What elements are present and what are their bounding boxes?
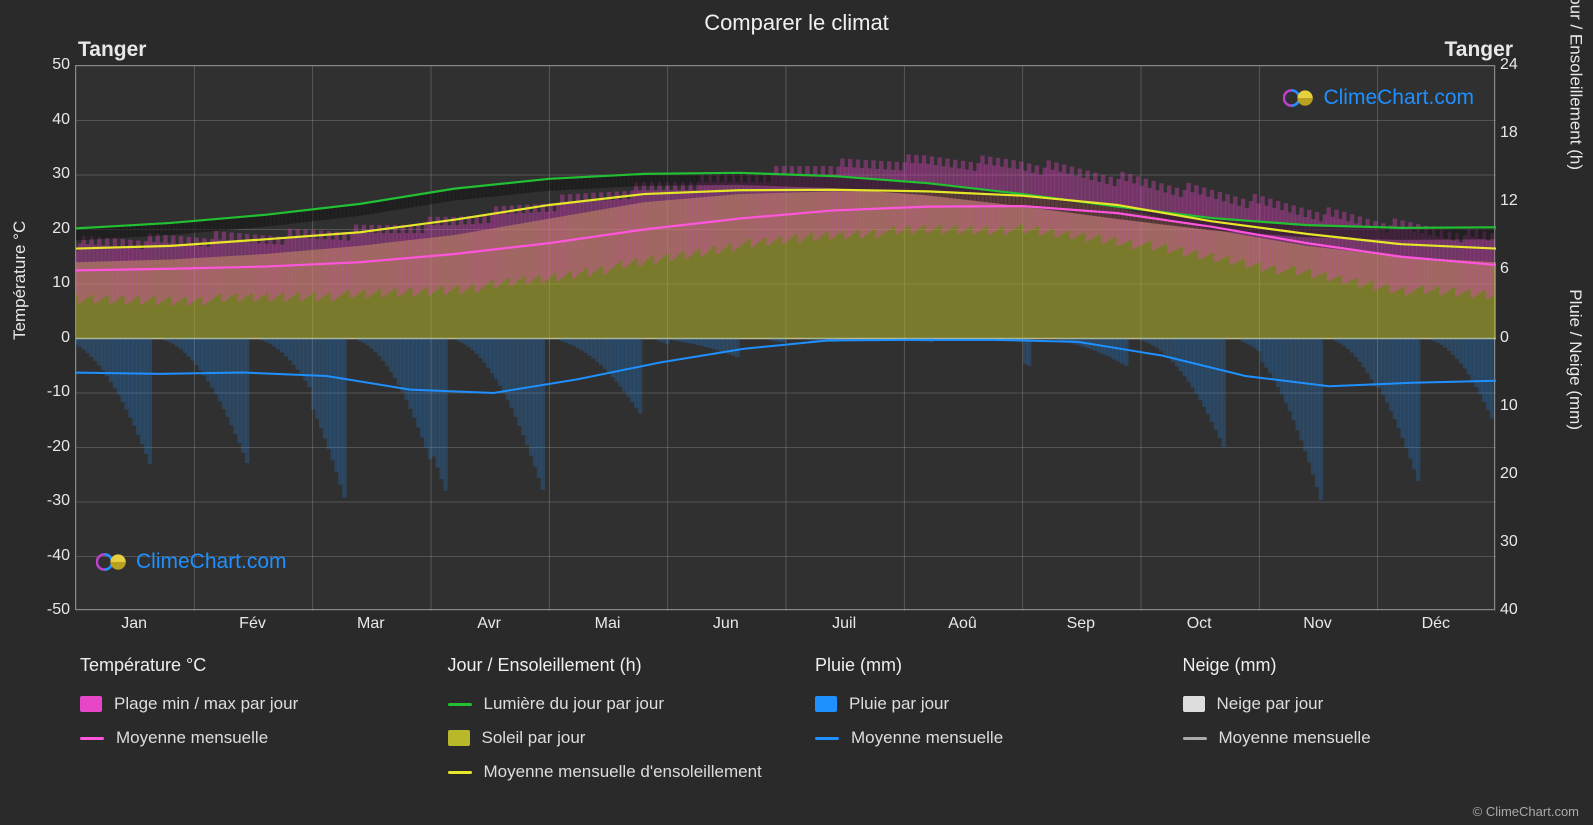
legend-label: Lumière du jour par jour xyxy=(484,694,664,714)
legend-header: Jour / Ensoleillement (h) xyxy=(448,655,786,676)
y-left-tick: 0 xyxy=(25,329,70,347)
rain-daily-bars xyxy=(76,339,1492,500)
y-left-tick: -50 xyxy=(25,601,70,619)
legend-column: Neige (mm) Neige par jour Moyenne mensuell… xyxy=(1183,655,1521,782)
legend-label: Moyenne mensuelle xyxy=(1219,728,1371,748)
x-month-tick: Sep xyxy=(1067,615,1095,633)
x-month-tick: Déc xyxy=(1422,615,1450,633)
legend-item: Moyenne mensuelle xyxy=(1183,728,1521,748)
x-month-tick: Avr xyxy=(477,615,501,633)
legend-swatch xyxy=(448,703,472,706)
legend-label: Moyenne mensuelle d'ensoleillement xyxy=(484,762,762,782)
y-right-bottom-tick: 30 xyxy=(1500,533,1518,551)
x-month-tick: Jun xyxy=(713,615,739,633)
legend-label: Neige par jour xyxy=(1217,694,1324,714)
legend-item: Moyenne mensuelle d'ensoleillement xyxy=(448,762,786,782)
y-axis-right-bottom-label: Pluie / Neige (mm) xyxy=(1565,289,1585,430)
legend-item: Soleil par jour xyxy=(448,728,786,748)
legend-label: Moyenne mensuelle xyxy=(851,728,1003,748)
legend-swatch xyxy=(448,730,470,746)
legend-item: Moyenne mensuelle xyxy=(815,728,1153,748)
legend-header: Pluie (mm) xyxy=(815,655,1153,676)
y-left-tick: -20 xyxy=(25,438,70,456)
plot-area: ClimeChart.com ClimeChart.com xyxy=(75,65,1495,610)
y-right-top-tick: 12 xyxy=(1500,192,1518,210)
y-left-tick: 20 xyxy=(25,220,70,238)
x-month-tick: Fév xyxy=(239,615,266,633)
legend-swatch xyxy=(448,771,472,774)
legend-header: Température °C xyxy=(80,655,418,676)
legend-label: Pluie par jour xyxy=(849,694,949,714)
x-month-tick: Juil xyxy=(832,615,856,633)
legend-item: Neige par jour xyxy=(1183,694,1521,714)
legend-swatch xyxy=(80,696,102,712)
x-month-tick: Aoû xyxy=(948,615,976,633)
legend-swatch xyxy=(815,696,837,712)
legend-item: Plage min / max par jour xyxy=(80,694,418,714)
legend-column: Température °C Plage min / max par jour Mo… xyxy=(80,655,418,782)
y-right-bottom-tick: 10 xyxy=(1500,397,1518,415)
plot-svg xyxy=(76,66,1496,611)
legend-label: Moyenne mensuelle xyxy=(116,728,268,748)
legend-swatch xyxy=(80,737,104,740)
legend-label: Plage min / max par jour xyxy=(114,694,298,714)
y-left-tick: 30 xyxy=(25,165,70,183)
legend-swatch xyxy=(1183,696,1205,712)
location-label-left: Tanger xyxy=(78,38,146,62)
y-right-bottom-tick: 20 xyxy=(1500,465,1518,483)
chart-title: Comparer le climat xyxy=(0,0,1593,36)
legend-header: Neige (mm) xyxy=(1183,655,1521,676)
x-month-tick: Oct xyxy=(1187,615,1212,633)
y-left-tick: 50 xyxy=(25,56,70,74)
y-right-top-tick: 24 xyxy=(1500,56,1518,74)
x-month-tick: Mar xyxy=(357,615,385,633)
legend: Température °C Plage min / max par jour Mo… xyxy=(80,655,1520,782)
y-right-top-tick: 6 xyxy=(1500,260,1509,278)
y-left-tick: 10 xyxy=(25,274,70,292)
x-month-tick: Mai xyxy=(595,615,621,633)
copyright-text: © ClimeChart.com xyxy=(1473,804,1579,819)
legend-item: Lumière du jour par jour xyxy=(448,694,786,714)
legend-item: Pluie par jour xyxy=(815,694,1153,714)
x-month-tick: Nov xyxy=(1303,615,1331,633)
y-right-top-tick: 18 xyxy=(1500,124,1518,142)
x-month-tick: Jan xyxy=(121,615,147,633)
y-left-tick: -40 xyxy=(25,547,70,565)
legend-column: Jour / Ensoleillement (h) Lumière du jour… xyxy=(448,655,786,782)
y-axis-right-top-label: Jour / Ensoleillement (h) xyxy=(1565,0,1585,170)
y-right-bottom-tick: 40 xyxy=(1500,601,1518,619)
legend-item: Moyenne mensuelle xyxy=(80,728,418,748)
y-right-top-tick: 0 xyxy=(1500,329,1509,347)
y-left-tick: -30 xyxy=(25,492,70,510)
legend-swatch xyxy=(815,737,839,740)
y-left-tick: -10 xyxy=(25,383,70,401)
legend-swatch xyxy=(1183,737,1207,740)
legend-label: Soleil par jour xyxy=(482,728,586,748)
y-left-tick: 40 xyxy=(25,111,70,129)
legend-column: Pluie (mm) Pluie par jour Moyenne mensuell… xyxy=(815,655,1153,782)
